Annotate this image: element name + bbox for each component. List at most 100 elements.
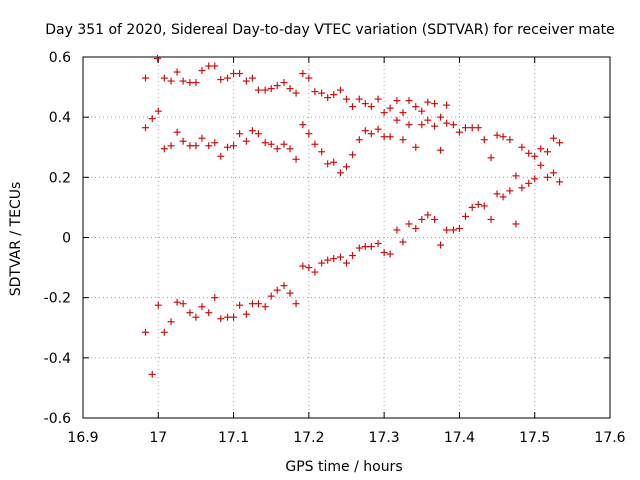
data-point-upper (355, 95, 363, 103)
data-point-middle (280, 140, 288, 148)
data-point-middle (248, 127, 256, 135)
data-point-upper (217, 76, 225, 84)
data-point-upper (186, 79, 194, 87)
data-point-middle (305, 130, 313, 138)
data-point-middle (361, 127, 369, 135)
y-axis-label: SDTVAR / TECUs (8, 182, 24, 297)
x-axis-label: GPS time / hours (285, 459, 402, 475)
y-tick-label: 0 (62, 231, 71, 247)
data-point-lower (512, 220, 520, 228)
data-point-lower (386, 250, 394, 258)
data-point-middle (487, 154, 495, 162)
data-point-upper (198, 67, 206, 75)
data-point-lower (499, 193, 507, 201)
data-point-upper (173, 68, 181, 76)
data-point-lower (399, 238, 407, 246)
data-point-upper (437, 113, 445, 121)
data-point-lower (192, 313, 200, 321)
y-tick-label: -0.2 (44, 291, 71, 307)
data-point-lower (550, 169, 558, 177)
data-point-middle (550, 134, 558, 142)
data-point-upper (192, 79, 200, 87)
data-point-middle (160, 145, 168, 153)
data-point-middle (299, 121, 307, 129)
data-point-lower (148, 370, 156, 378)
data-point-upper (324, 94, 332, 102)
data-point-upper (299, 70, 307, 78)
x-tick-label: 17.5 (519, 430, 550, 446)
data-point-upper (286, 85, 294, 93)
data-point-upper (405, 97, 413, 105)
data-point-middle (205, 142, 213, 150)
data-point-lower (343, 259, 350, 267)
data-point-lower (248, 300, 256, 308)
data-point-lower (455, 224, 463, 232)
data-point-middle (418, 121, 426, 129)
data-point-middle (386, 133, 394, 141)
y-tick-label: 0.4 (49, 110, 71, 126)
data-point-upper (367, 103, 375, 111)
data-point-lower (273, 286, 281, 294)
data-point-lower (493, 190, 501, 198)
data-point-lower (418, 215, 426, 223)
data-point-middle (230, 142, 238, 150)
axis-ticks (82, 56, 611, 419)
data-point-middle (512, 172, 520, 180)
data-point-middle (468, 124, 476, 132)
data-point-lower (431, 215, 439, 223)
data-point-middle (217, 152, 225, 160)
data-point-lower (205, 309, 213, 317)
x-tick-label: 17.3 (369, 430, 400, 446)
data-point-middle (412, 143, 420, 151)
data-point-middle (449, 121, 457, 129)
data-point-lower (267, 292, 275, 300)
data-point-lower (173, 298, 181, 306)
data-point-upper (267, 85, 275, 93)
data-point-middle (198, 134, 206, 142)
data-point-lower (424, 211, 432, 219)
data-point-middle (311, 140, 319, 148)
data-point-middle (367, 130, 375, 138)
data-point-lower (280, 282, 288, 290)
data-point-lower (141, 328, 149, 336)
data-point-middle (355, 136, 363, 144)
x-tick-label: 17 (149, 430, 167, 446)
data-point-middle (424, 116, 432, 124)
data-point-upper (349, 103, 357, 111)
data-point-lower (330, 255, 338, 263)
data-point-lower (211, 294, 219, 302)
data-point-middle (141, 124, 149, 132)
data-point-middle (525, 149, 533, 157)
data-point-middle (393, 116, 401, 124)
y-tick-label: 0.2 (49, 170, 71, 186)
data-point-upper (393, 97, 401, 105)
data-point-upper (305, 74, 313, 82)
data-point-lower (556, 178, 564, 186)
data-point-middle (399, 136, 407, 144)
data-point-lower (355, 244, 363, 252)
data-point-middle (374, 125, 382, 133)
data-point-lower (254, 300, 262, 308)
data-point-middle (474, 124, 482, 132)
data-point-middle (380, 133, 388, 141)
data-point-middle (537, 145, 545, 153)
data-point-middle (506, 136, 514, 144)
grid-lines (83, 57, 610, 418)
data-point-middle (173, 128, 181, 136)
data-point-lower (311, 268, 319, 276)
data-point-lower (349, 252, 357, 260)
data-point-upper (254, 86, 262, 94)
data-point-upper (230, 70, 238, 78)
data-point-lower (236, 301, 244, 309)
data-point-lower (167, 318, 175, 326)
data-point-lower (198, 303, 206, 311)
data-point-upper (412, 103, 420, 111)
data-point-middle (154, 107, 162, 115)
data-point-middle (518, 143, 526, 151)
data-point-upper (330, 91, 338, 99)
data-point-lower (474, 200, 482, 208)
data-point-lower (443, 226, 451, 234)
data-point-upper (374, 95, 382, 103)
data-point-upper (311, 88, 319, 96)
